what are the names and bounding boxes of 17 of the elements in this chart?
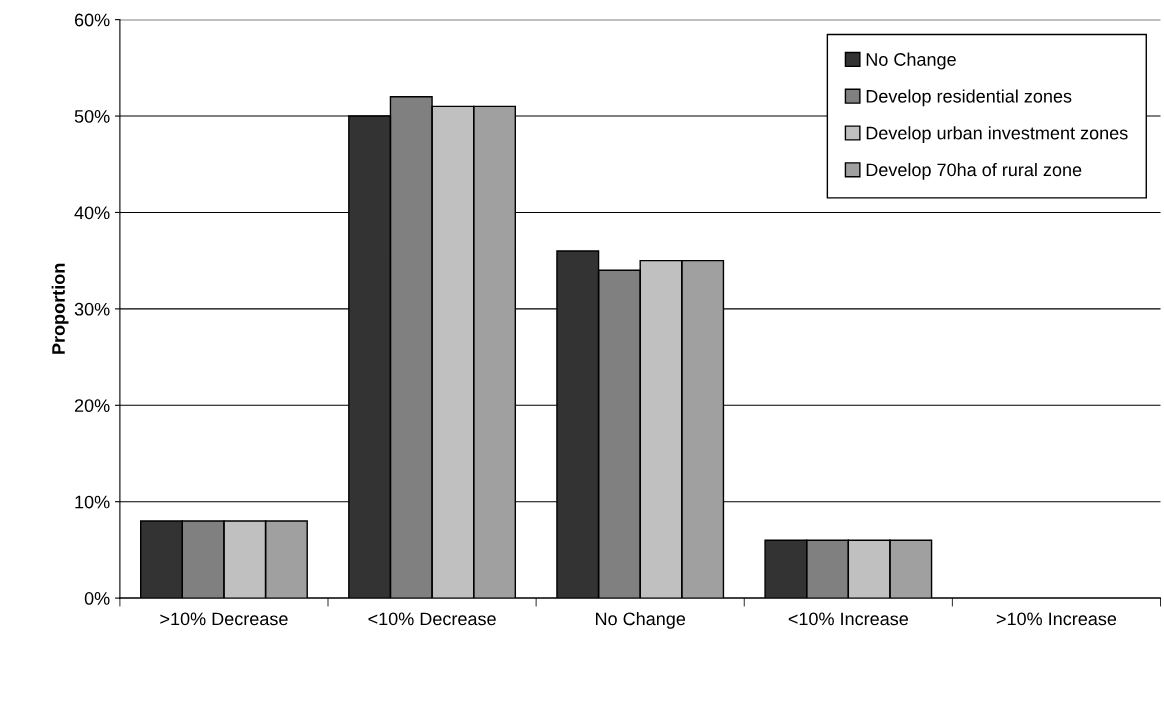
x-tick-label: <10% Decrease <box>368 612 496 626</box>
y-axis-title: Proportion <box>51 263 69 354</box>
x-tick-label: <10% Increase <box>788 612 908 626</box>
legend-label: Develop urban investment zones <box>866 126 1128 144</box>
x-tick-label: No Change <box>596 611 686 629</box>
y-tick-label: 10% <box>75 495 110 509</box>
legend-label: No Change <box>866 52 956 70</box>
y-tick-label: 60% <box>74 13 110 27</box>
x-tick-label: >10% Decrease <box>160 612 288 626</box>
y-tick-label: 0% <box>84 592 110 605</box>
legend-label: Develop residential zones <box>866 89 1072 107</box>
y-tick-label: 50% <box>74 110 110 123</box>
x-tick-label: >10% Increase <box>996 612 1117 626</box>
y-tick-label: 20% <box>74 399 110 413</box>
y-tick-label: 30% <box>74 302 110 316</box>
legend-label: Develop 70ha of rural zone <box>866 162 1082 180</box>
y-tick-label: 40% <box>74 206 110 220</box>
